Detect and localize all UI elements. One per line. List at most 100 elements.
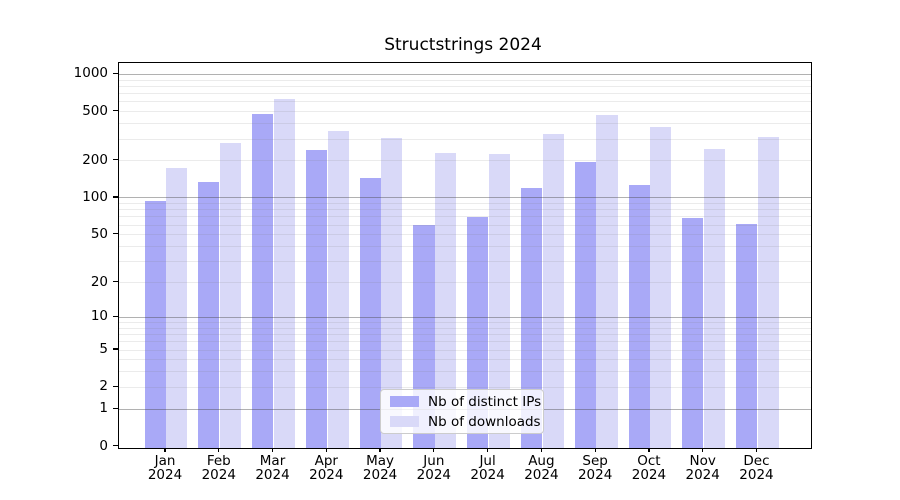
y-tick-mark (113, 233, 118, 235)
bar-downloads (488, 153, 510, 448)
chart-title: Structstrings 2024 (384, 35, 542, 55)
bar-distinct-ips (682, 218, 704, 448)
x-tick-label: Oct 2024 (631, 452, 667, 484)
bar-downloads (273, 98, 295, 448)
gridline-minor (118, 246, 811, 247)
bar-distinct-ips (144, 200, 166, 448)
gridline-major (118, 316, 811, 318)
y-tick-label: 500 (82, 102, 108, 119)
gridline-major (118, 73, 811, 75)
legend-swatch-downloads (390, 416, 419, 427)
bar-downloads (166, 168, 188, 448)
y-tick-mark (113, 385, 118, 387)
bar-downloads (704, 149, 726, 448)
bar-distinct-ips (520, 188, 543, 448)
bar-distinct-ips (359, 178, 381, 448)
legend-label-distinct-ips: Nb of distinct IPs (428, 393, 542, 410)
bar-distinct-ips (628, 184, 650, 448)
gridline-minor (118, 371, 811, 373)
gridline-minor (118, 341, 811, 343)
gridline-minor (118, 111, 811, 113)
legend-swatch-distinct-ips (390, 396, 419, 407)
x-tick-label: Nov 2024 (685, 452, 720, 484)
bar-downloads (220, 142, 242, 448)
x-tick-label: Jan 2024 (147, 452, 183, 484)
x-tick-mark (702, 447, 704, 452)
legend: Nb of distinct IPs Nb of downloads (380, 389, 544, 434)
gridline-minor (118, 282, 811, 284)
gridline-minor (118, 349, 811, 351)
x-tick-label: Mar 2024 (255, 452, 290, 484)
gridline-minor (118, 85, 811, 87)
gridline-minor (118, 93, 811, 95)
x-tick-label: Aug 2024 (524, 452, 559, 484)
y-tick-mark (113, 159, 118, 161)
bar-downloads (435, 152, 457, 448)
x-tick-label: Jun 2024 (416, 452, 452, 484)
x-tick-mark (487, 447, 489, 452)
x-tick-mark (433, 447, 435, 452)
gridline-minor (118, 359, 811, 361)
x-tick-mark (755, 447, 758, 452)
gridline-minor (118, 327, 811, 329)
x-tick-label: May 2024 (362, 452, 398, 484)
bar-downloads (381, 137, 403, 448)
bar-distinct-ips (574, 161, 596, 448)
x-tick-label: Dec 2024 (739, 452, 774, 484)
y-tick-mark (113, 407, 118, 409)
x-tick-mark (540, 447, 542, 452)
y-tick-mark (113, 348, 118, 350)
x-tick-mark (594, 447, 596, 452)
y-tick-label: 200 (82, 151, 108, 168)
gridline-minor (118, 101, 811, 103)
x-tick-label: Jul 2024 (470, 452, 505, 484)
gridline-minor (118, 334, 811, 336)
y-tick-label: 0 (99, 437, 108, 454)
x-tick-mark (648, 447, 650, 452)
bar-distinct-ips (198, 181, 220, 448)
bars-layer (119, 63, 811, 448)
x-tick-mark (218, 447, 220, 452)
y-tick-mark (113, 196, 118, 198)
x-tick-label: Apr 2024 (309, 452, 344, 484)
plot-area (117, 61, 812, 449)
x-tick-label: Feb 2024 (201, 452, 236, 484)
y-tick-label: 2 (99, 378, 108, 395)
gridline-minor (118, 138, 811, 140)
gridline-major (118, 197, 811, 199)
grid-layer (118, 63, 811, 448)
gridline-minor (118, 123, 811, 125)
bar-downloads (596, 114, 618, 448)
y-tick-mark (113, 110, 118, 112)
bar-downloads (542, 134, 564, 448)
gridline-minor (118, 209, 811, 211)
y-tick-mark (113, 444, 118, 447)
x-tick-mark (271, 447, 274, 452)
x-tick-label: Sep 2024 (577, 452, 613, 484)
y-tick-label: 20 (90, 273, 108, 290)
y-tick-mark (113, 72, 118, 75)
gridline-minor (118, 261, 811, 263)
gridline-minor (118, 216, 811, 218)
legend-label-downloads: Nb of downloads (428, 413, 541, 430)
legend-row: Nb of distinct IPs (390, 394, 541, 410)
y-tick-label: 10 (90, 308, 108, 325)
gridline-minor (118, 234, 811, 236)
gridline-minor (118, 386, 811, 388)
bar-distinct-ips (736, 224, 758, 448)
x-tick-mark (164, 447, 166, 452)
y-tick-mark (113, 315, 118, 317)
x-tick-mark (379, 447, 381, 452)
y-tick-label: 5 (99, 341, 108, 357)
y-tick-mark (113, 280, 118, 283)
legend-row: Nb of downloads (390, 414, 541, 430)
gridline-minor (118, 160, 811, 162)
x-tick-mark (325, 447, 327, 452)
y-tick-label: 50 (90, 225, 108, 242)
bar-downloads (650, 127, 672, 448)
y-tick-label: 1 (99, 400, 108, 417)
gridline-minor (118, 322, 811, 323)
y-tick-label: 1000 (73, 65, 108, 82)
gridline-minor (118, 79, 811, 81)
